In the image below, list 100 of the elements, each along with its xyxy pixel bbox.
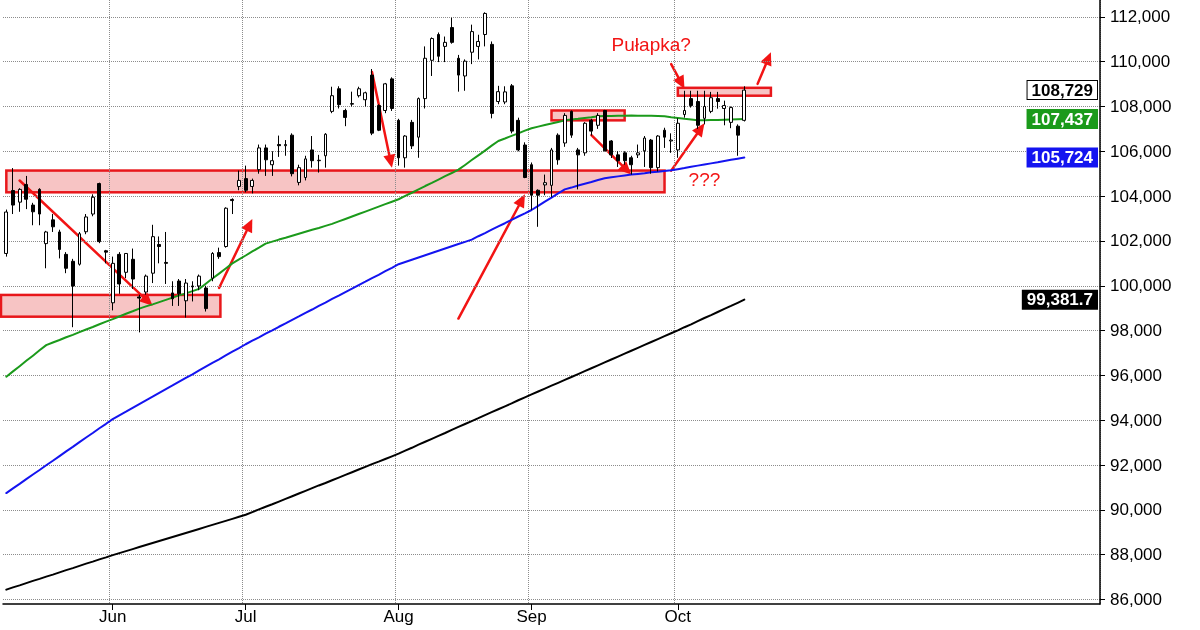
candlestick	[683, 90, 686, 119]
y-tick-label: 100,000	[1110, 276, 1172, 296]
y-tick-label: 90,000	[1110, 500, 1162, 520]
y-tick-label: 86,000	[1110, 590, 1162, 610]
candlestick	[111, 256, 115, 311]
candlestick	[78, 231, 81, 267]
candlestick	[503, 85, 507, 105]
candlestick	[304, 155, 307, 181]
candlestick	[184, 278, 188, 319]
y-tick-label: 92,000	[1110, 455, 1162, 475]
candlestick	[636, 144, 640, 159]
candlestick	[742, 85, 746, 122]
x-tick-label: Oct	[664, 607, 692, 626]
candlestick	[417, 96, 420, 159]
candlestick	[124, 252, 128, 279]
candlestick	[689, 90, 693, 109]
candlestick	[516, 117, 520, 152]
candlestick	[616, 150, 620, 168]
candlestick	[250, 178, 254, 194]
annotation: Pułapka?	[611, 33, 691, 55]
candlestick	[11, 167, 15, 215]
y-tick-label: 110,000	[1110, 52, 1171, 72]
candlestick	[31, 202, 35, 226]
candlestick	[363, 91, 367, 107]
text: 107,437	[1031, 109, 1093, 129]
candlestick	[609, 139, 613, 159]
candlestick	[390, 76, 394, 112]
candlestick	[450, 17, 454, 45]
line-series	[5, 156, 746, 495]
candlestick	[596, 112, 600, 130]
text: 108,729	[1031, 80, 1093, 100]
candlestick	[204, 285, 208, 313]
candlestick	[97, 182, 101, 244]
candlestick	[217, 247, 221, 260]
candlestick	[543, 174, 547, 196]
candlestick	[4, 209, 8, 258]
candlestick	[270, 150, 274, 177]
y-tick-label: 106,000	[1110, 141, 1172, 161]
candlestick	[377, 103, 381, 132]
candlestick	[164, 231, 168, 285]
text: 99,381.7	[1026, 290, 1093, 310]
candlestick	[157, 235, 161, 264]
candlestick	[91, 193, 95, 217]
candlestick	[151, 224, 155, 284]
candlestick	[676, 117, 680, 159]
candlestick	[496, 85, 500, 105]
candlestick	[649, 138, 653, 175]
candlestick	[144, 274, 148, 296]
candlestick	[476, 34, 480, 60]
candlestick	[317, 154, 321, 174]
candlestick	[211, 251, 214, 282]
candlestick	[696, 90, 700, 130]
candlestick	[709, 91, 713, 114]
candlestick	[716, 91, 720, 110]
text: 105,724	[1031, 148, 1094, 168]
candlestick	[570, 109, 573, 139]
candlestick	[643, 135, 646, 168]
candlestick	[38, 187, 41, 226]
candlestick	[171, 280, 174, 307]
candlestick	[330, 86, 334, 114]
candlestick	[736, 123, 740, 157]
candlestick	[430, 36, 434, 77]
annotation: ???	[688, 168, 721, 190]
candlestick	[58, 229, 61, 259]
candlestick	[589, 118, 593, 137]
candlestick	[357, 86, 361, 98]
y-tick-label: 112,000	[1110, 7, 1171, 27]
candlestick	[131, 248, 135, 290]
candlestick	[510, 83, 514, 134]
candlestick	[403, 134, 407, 169]
y-tick-label: 102,000	[1110, 231, 1172, 251]
candlestick	[729, 105, 733, 129]
x-tick-label: Aug	[383, 607, 414, 626]
candlestick	[457, 54, 460, 93]
x-tick-label: Jun	[98, 607, 127, 626]
x-tick-label: Jul	[234, 607, 257, 626]
candlestick	[277, 135, 281, 158]
candlestick	[237, 170, 241, 191]
candlestick	[343, 108, 347, 127]
candlestick	[71, 258, 75, 328]
y-tick-label: 94,000	[1110, 410, 1162, 430]
candlestick	[410, 119, 414, 150]
candlestick	[370, 68, 374, 136]
candlestick	[18, 187, 22, 213]
candlestick	[350, 91, 354, 107]
candlestick	[550, 147, 553, 198]
candlestick	[337, 85, 341, 109]
x-tick-label: Sep	[516, 607, 547, 626]
candlestick	[257, 144, 261, 175]
candlestick	[483, 11, 487, 47]
candlestick	[536, 188, 540, 228]
candlestick	[44, 230, 48, 269]
candlestick	[629, 155, 633, 176]
candlestick	[623, 150, 627, 166]
candlestick	[556, 132, 560, 166]
candlestick	[244, 165, 248, 193]
candlestick	[310, 135, 314, 169]
candlestick	[284, 139, 287, 157]
candlestick	[463, 58, 467, 92]
y-tick-label: 96,000	[1110, 365, 1162, 385]
